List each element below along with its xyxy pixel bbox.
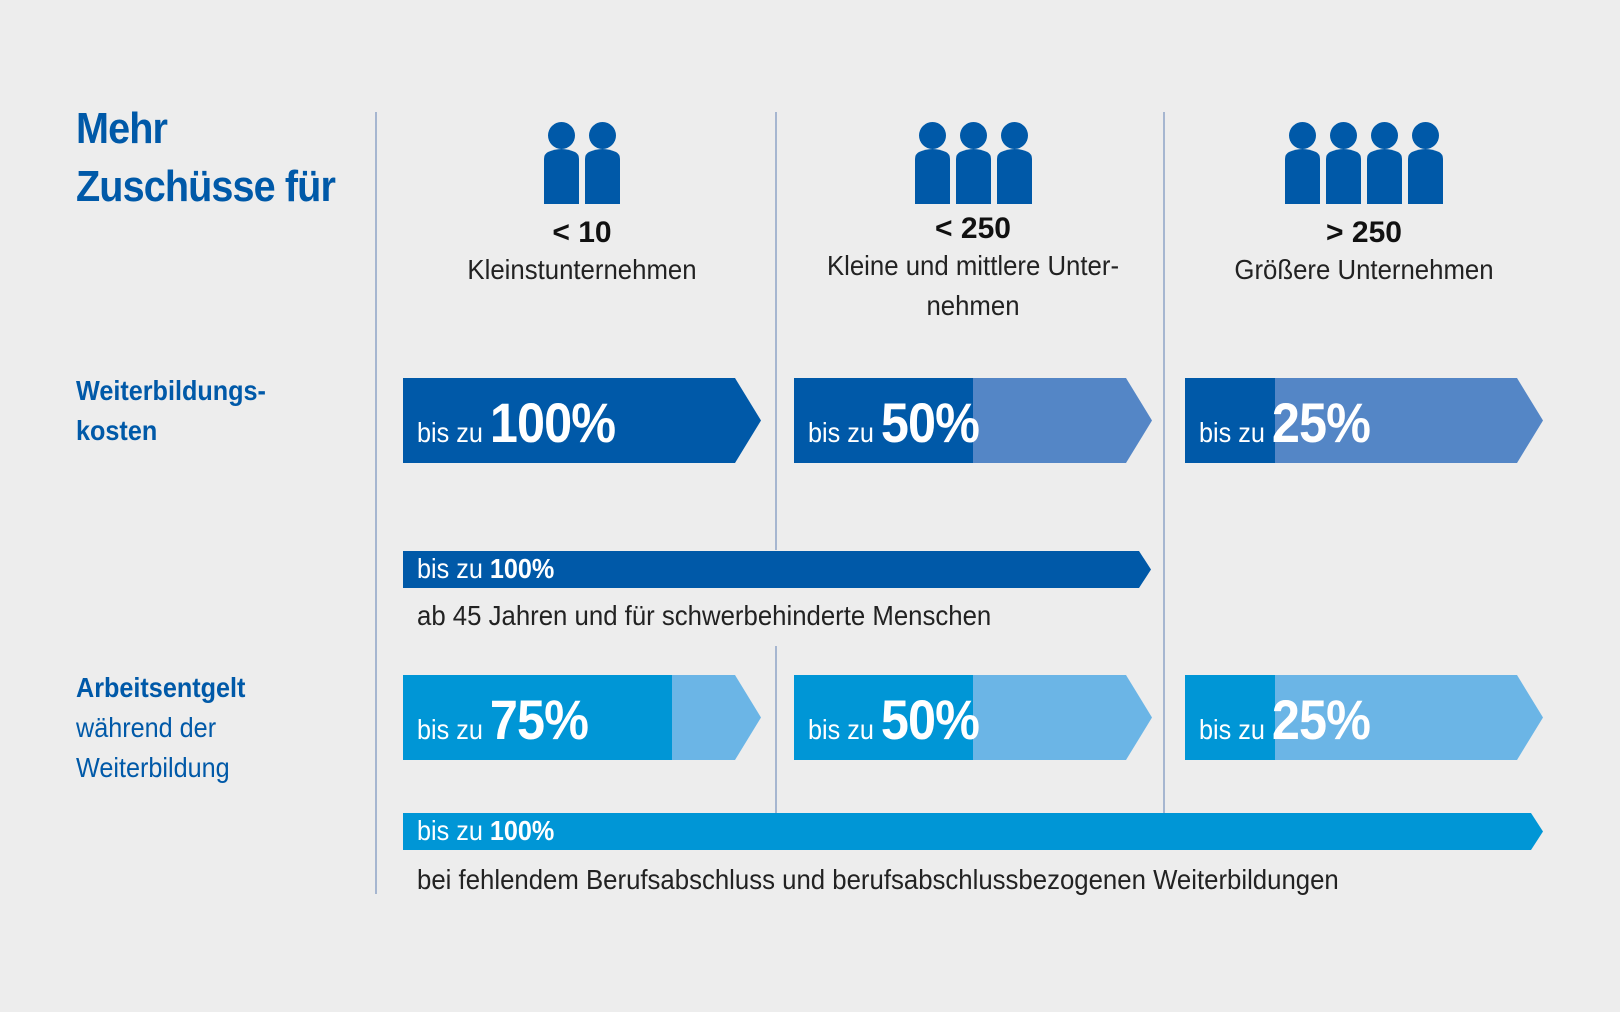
person-icon [1408,122,1443,204]
entgelt-arrow-kleinst: bis zu 75% [403,675,761,760]
divider-line [775,112,777,550]
person-icon [1367,122,1402,204]
row-label-line-3: Weiterbildung [76,752,230,783]
bar-percentage: 100% [489,815,555,846]
column-header-gross: > 250 Größere Unternehmen [1184,122,1544,290]
arrow-shape [403,378,761,463]
arrow-prefix: bis zu [808,714,881,745]
arrow-fill [1185,675,1275,760]
kosten-arrow-kmu: bis zu 50% [794,378,1152,463]
people-icon-group [1184,122,1544,204]
arrow-shape [1185,675,1543,760]
bar-percentage: 100% [489,553,555,584]
bar-shape [403,813,1543,850]
bar-shape [403,551,1151,588]
person-icon [955,122,991,204]
company-type: Größere Unternehmen [1234,254,1494,285]
person-icon [1326,122,1361,204]
kosten-extra-note: ab 45 Jahren und für schwerbehinderte Me… [417,600,992,631]
kosten-extra-bar: bis zu 100% [403,551,1151,588]
divider-line [1163,112,1165,814]
arrow-shape [1185,378,1543,463]
arrow-fill [403,675,672,760]
company-size: > 250 [1326,216,1402,249]
arrow-label: bis zu 25% [1199,390,1371,455]
arrow-label: bis zu 50% [808,390,980,455]
title-line-2: Zuschüsse für [76,162,336,211]
row-label-weiterbildungskosten: Weiterbildungs- kosten [76,371,266,451]
arrow-fill [794,675,973,760]
entgelt-arrow-kmu: bis zu 50% [794,675,1152,760]
arrow-label: bis zu 100% [417,390,616,455]
company-size: < 10 [552,216,612,249]
person-icon [1285,122,1320,204]
divider-line [375,112,377,894]
row-label-line-2: während der [76,712,217,743]
kosten-arrow-kleinst: bis zu 100% [403,378,761,463]
entgelt-extra-bar: bis zu 100% [403,813,1543,850]
row-label-line-1: Weiterbildungs- [76,375,266,406]
arrow-prefix: bis zu [417,417,490,448]
arrow-fill [794,378,973,463]
row-label-arbeitsentgelt: Arbeitsentgelt während der Weiterbildung [76,668,245,788]
row-label-line-2: kosten [76,415,158,446]
arrow-shape [794,378,1152,463]
people-icon-group [793,122,1153,204]
arrow-percentage: 25% [1271,688,1371,751]
arrow-prefix: bis zu [1199,417,1272,448]
bar-prefix: bis zu [417,815,490,846]
title-line-1: Mehr [76,104,168,153]
divider-line [775,646,777,814]
kosten-arrow-gross: bis zu 25% [1185,378,1543,463]
arrow-prefix: bis zu [808,417,881,448]
company-type: Kleinstunternehmen [467,254,697,285]
arrow-fill [1185,378,1275,463]
arrow-label: bis zu 50% [808,687,980,752]
arrow-percentage: 75% [489,688,589,751]
people-icon-group [402,122,762,204]
arrow-shape [794,675,1152,760]
arrow-prefix: bis zu [1199,714,1272,745]
row-label-line-1: Arbeitsentgelt [76,672,246,703]
entgelt-arrow-gross: bis zu 25% [1185,675,1543,760]
bar-label: bis zu 100% [417,815,554,852]
arrow-percentage: 50% [880,688,980,751]
arrow-prefix: bis zu [417,714,490,745]
person-icon [585,122,620,204]
arrow-percentage: 100% [489,391,616,454]
company-size: < 250 [935,212,1011,245]
arrow-background [403,378,761,463]
column-header-kleinst: < 10 Kleinstunternehmen [402,122,762,290]
arrow-label: bis zu 25% [1199,687,1371,752]
person-icon [544,122,579,204]
company-type: Kleine und mittlere Unter- [826,250,1120,281]
arrow-label: bis zu 75% [417,687,589,752]
entgelt-extra-note: bei fehlendem Berufsabschluss und berufs… [417,864,1339,895]
page-title: Mehr Zuschüsse für [76,100,336,216]
arrow-percentage: 50% [880,391,980,454]
arrow-shape [403,675,761,760]
person-icon [914,122,950,204]
company-type-line-2: nehmen [926,290,1020,321]
arrow-percentage: 25% [1271,391,1371,454]
person-icon [996,122,1032,204]
column-header-kmu: < 250 Kleine und mittlere Unter- nehmen [793,122,1153,326]
bar-label: bis zu 100% [417,553,554,590]
bar-prefix: bis zu [417,553,490,584]
